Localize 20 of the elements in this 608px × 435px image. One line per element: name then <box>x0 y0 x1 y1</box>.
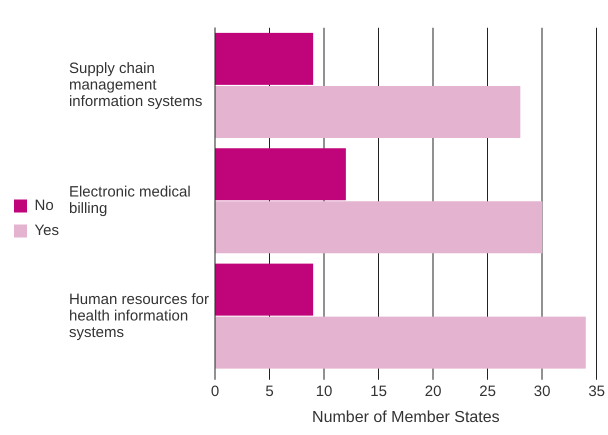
x-tick-label: 35 <box>588 382 605 400</box>
x-tick-label: 10 <box>316 382 332 400</box>
legend-label: Yes <box>34 222 59 240</box>
x-tick-label: 25 <box>479 382 496 400</box>
x-axis-title: Number of Member States <box>312 408 500 426</box>
bar <box>216 316 586 369</box>
bar <box>216 201 542 254</box>
bar <box>216 148 346 200</box>
y-tick-label: Electronic medical billing <box>68 184 191 218</box>
x-tick-label: 5 <box>265 382 274 400</box>
y-tick-label: Supply chain management information systems <box>68 60 202 110</box>
y-tick-label: Human resources for health information systems <box>68 290 210 341</box>
bar <box>216 86 520 138</box>
x-tick-label: 0 <box>210 382 220 400</box>
x-tick-label: 30 <box>534 382 550 400</box>
x-tick-label: 15 <box>370 382 387 400</box>
x-tick-label: 20 <box>424 382 442 400</box>
bar <box>216 32 314 85</box>
legend-label: No <box>34 197 54 214</box>
bar <box>216 264 314 316</box>
